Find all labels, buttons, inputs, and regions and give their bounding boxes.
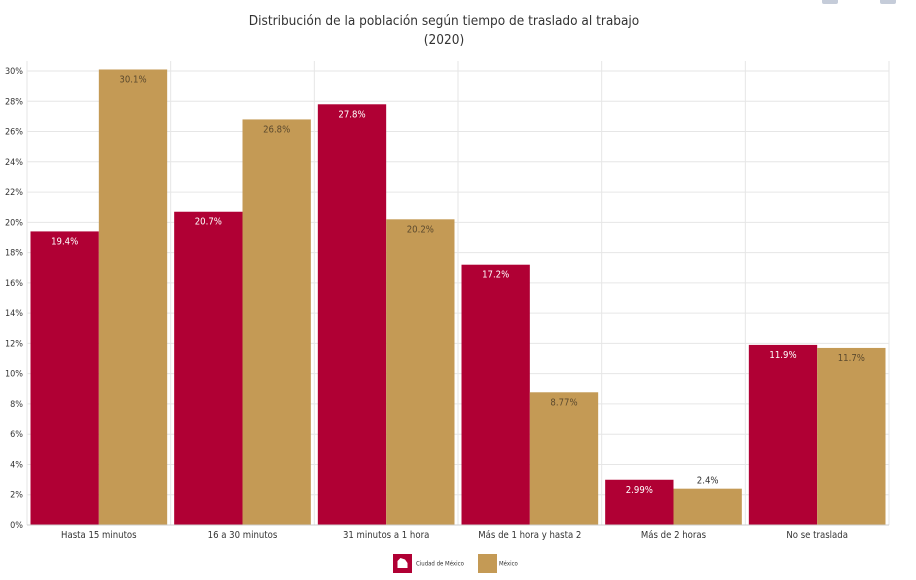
legend-label-cdmx[interactable]: Ciudad de México xyxy=(416,561,465,568)
data-label: 11.7% xyxy=(838,353,865,364)
bar-cdmx xyxy=(605,479,674,525)
legend-swatch-mexico[interactable] xyxy=(478,554,497,573)
y-tick-label: 20% xyxy=(5,218,23,228)
map-marker-icon xyxy=(397,558,408,568)
y-tick-label: 0% xyxy=(10,521,23,531)
y-tick-label: 10% xyxy=(5,370,23,380)
bar-mexico xyxy=(673,488,742,525)
y-tick-label: 24% xyxy=(5,158,23,168)
data-label: 30.1% xyxy=(119,74,146,85)
bar-cdmx xyxy=(461,264,530,525)
toolbar-button-left[interactable] xyxy=(822,0,838,4)
y-tick-label: 4% xyxy=(10,460,23,470)
data-label: 17.2% xyxy=(482,270,509,281)
data-label: 20.7% xyxy=(195,217,222,228)
data-label: 26.8% xyxy=(263,124,290,135)
x-tick-label: Más de 2 horas xyxy=(641,530,707,541)
bar-mexico xyxy=(386,219,455,525)
data-label: 19.4% xyxy=(51,236,78,247)
chart-title: Distribución de la población según tiemp… xyxy=(249,13,639,29)
y-tick-label: 14% xyxy=(5,309,23,319)
x-tick-label: 16 a 30 minutos xyxy=(208,530,278,541)
bar-cdmx xyxy=(30,231,99,525)
data-label: 11.9% xyxy=(769,350,796,361)
y-tick-label: 16% xyxy=(5,279,23,289)
bar-mexico xyxy=(817,347,886,525)
bar-mexico xyxy=(529,392,599,525)
y-tick-label: 8% xyxy=(10,400,23,410)
data-label: 8.77% xyxy=(550,397,577,408)
bar-cdmx xyxy=(317,104,387,525)
x-tick-label: Hasta 15 minutos xyxy=(61,530,137,541)
y-tick-label: 12% xyxy=(5,339,23,349)
data-label: 2.4% xyxy=(697,476,719,487)
x-tick-label: 31 minutos a 1 hora xyxy=(343,530,429,541)
bar-cdmx xyxy=(748,344,818,525)
y-tick-label: 26% xyxy=(5,128,23,138)
data-label: 20.2% xyxy=(407,224,434,235)
legend-label-mexico[interactable]: México xyxy=(499,561,519,568)
y-tick-label: 22% xyxy=(5,188,23,198)
x-tick-label: Más de 1 hora y hasta 2 xyxy=(478,530,581,541)
y-tick-label: 2% xyxy=(10,491,23,501)
y-tick-label: 6% xyxy=(10,430,23,440)
bar-cdmx xyxy=(174,211,243,526)
data-label: 27.8% xyxy=(338,109,365,120)
y-tick-label: 18% xyxy=(5,249,23,259)
bar-mexico xyxy=(98,69,168,525)
bar-mexico xyxy=(242,119,311,525)
data-label: 2.99% xyxy=(626,485,653,496)
toolbar-button-right[interactable] xyxy=(880,0,896,4)
y-tick-label: 30% xyxy=(5,67,23,77)
chart-subtitle: (2020) xyxy=(424,32,464,48)
y-tick-label: 28% xyxy=(5,97,23,107)
x-tick-label: No se traslada xyxy=(786,530,848,541)
